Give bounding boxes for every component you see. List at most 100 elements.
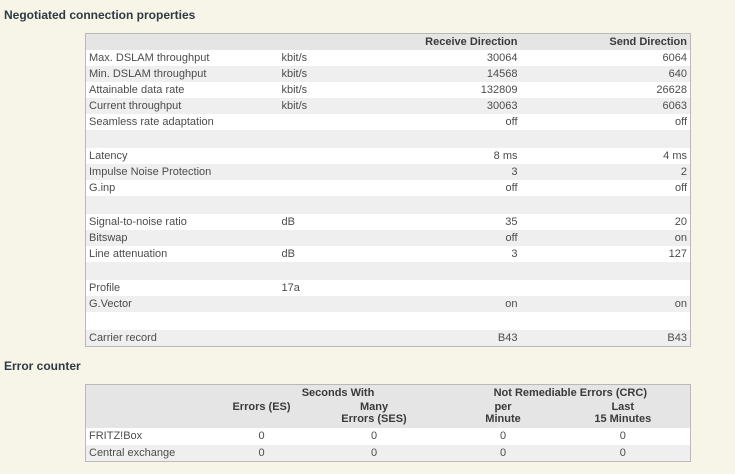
property-unit	[279, 196, 341, 214]
property-name: Carrier record	[89, 332, 157, 344]
value-receive	[341, 312, 521, 330]
error-group-header-row: Seconds With Not Remediable Errors (CRC)	[85, 384, 691, 400]
property-name	[86, 262, 279, 280]
property-unit: kbit/s	[281, 68, 308, 80]
property-unit: kbit/s	[281, 100, 308, 112]
value-send: 20	[674, 216, 687, 228]
property-unit: kbit/s	[281, 52, 308, 64]
property-name: Min. DSLAM throughput	[89, 68, 207, 80]
spacer-row	[85, 262, 691, 280]
negotiated-properties-table: Receive Direction Send Direction Max. DS…	[85, 33, 691, 347]
value-send: 6064	[662, 52, 687, 64]
value-send: B43	[667, 332, 687, 344]
spacer-row	[85, 130, 691, 148]
value-send	[521, 196, 691, 214]
property-row: Carrier record B43 B43	[85, 330, 691, 347]
error-count-value: 0	[619, 430, 626, 442]
spacer-row	[85, 196, 691, 214]
value-receive: 8 ms	[493, 150, 518, 162]
property-name: Max. DSLAM throughput	[89, 52, 210, 64]
property-unit: 17a	[281, 282, 300, 294]
value-receive: B43	[497, 332, 518, 344]
value-receive: 30064	[486, 52, 518, 64]
property-row: Current throughput kbit/s 30063 6063	[85, 98, 691, 114]
value-receive: 14568	[486, 68, 518, 80]
property-unit: dB	[281, 248, 295, 260]
value-send: off	[674, 116, 687, 128]
value-send: off	[674, 182, 687, 194]
property-row: Latency 8 ms 4 ms	[86, 148, 691, 164]
value-send	[521, 280, 691, 296]
property-name: Impulse Noise Protection	[89, 166, 212, 178]
property-row: Line attenuation dB 3 127	[86, 246, 691, 262]
value-receive: 3	[511, 248, 518, 260]
header-unit	[278, 33, 341, 50]
error-count-value: 0	[258, 430, 265, 442]
value-receive	[341, 130, 521, 148]
property-name: Current throughput	[89, 100, 182, 112]
header-empty	[85, 399, 226, 428]
property-row: Max. DSLAM throughput kbit/s 30064 6064	[86, 50, 691, 66]
error-subheader-row: Errors (ES) Many Errors (SES) per Minute…	[85, 399, 691, 428]
property-name: Latency	[89, 150, 128, 162]
error-row-label: Central exchange	[89, 446, 176, 459]
property-row: G.Vector on on	[85, 296, 691, 312]
property-unit: kbit/s	[281, 84, 308, 96]
property-name: Profile	[89, 282, 121, 294]
value-send: 4 ms	[663, 150, 687, 162]
header-property-name	[85, 33, 279, 50]
error-count-value: 0	[619, 446, 626, 459]
value-receive: 35	[505, 216, 518, 228]
property-unit	[279, 312, 341, 330]
value-send	[521, 312, 691, 330]
error-count-value: 0	[258, 446, 265, 459]
property-unit	[279, 296, 341, 312]
value-receive: 30063	[486, 100, 518, 112]
error-count-value: 0	[370, 430, 378, 442]
property-unit	[279, 262, 341, 280]
header-empty	[85, 384, 226, 400]
value-receive	[341, 280, 521, 296]
value-send: 2	[680, 166, 687, 178]
header-receive-direction: Receive Direction	[340, 33, 521, 50]
property-row: Min. DSLAM throughput kbit/s 14568 640	[85, 66, 691, 82]
property-unit	[279, 330, 341, 347]
property-name: Bitswap	[89, 232, 128, 244]
error-counter-table: Seconds With Not Remediable Errors (CRC)…	[85, 384, 692, 462]
property-name: G.Vector	[89, 298, 132, 310]
value-receive: 3	[511, 166, 518, 178]
property-unit	[279, 180, 341, 196]
property-unit: dB	[281, 216, 295, 228]
property-row: G.inp off off	[86, 180, 691, 196]
property-row: Bitswap off on	[85, 230, 691, 246]
value-receive	[341, 196, 521, 214]
property-name: Attainable data rate	[89, 84, 185, 96]
value-send: on	[674, 298, 687, 310]
property-unit	[279, 230, 341, 246]
page: Negotiated connection properties Receive…	[4, 8, 692, 462]
value-receive: 132809	[480, 84, 518, 96]
property-unit	[279, 130, 341, 148]
error-counter-row: FRITZ!Box 0 0 0 0	[86, 428, 691, 445]
property-name	[86, 196, 279, 214]
value-send: on	[674, 232, 687, 244]
error-counter-row: Central exchange 0 0 0 0	[85, 444, 691, 462]
property-row: Attainable data rate kbit/s 132809 26628	[86, 82, 691, 98]
error-count-value: 0	[499, 430, 507, 442]
value-receive: off	[505, 116, 518, 128]
header-group-seconds-with: Seconds With	[225, 384, 451, 400]
property-unit	[279, 114, 341, 130]
value-send: 640	[668, 68, 687, 80]
error-row-label: FRITZ!Box	[89, 430, 143, 442]
section-title-error-counter: Error counter	[4, 359, 81, 373]
header-crc-last-15-minutes: Last 15 Minutes	[555, 399, 691, 428]
header-group-crc: Not Remediable Errors (CRC)	[450, 384, 691, 400]
header-many-errors-ses: Many Errors (SES)	[297, 399, 451, 428]
property-name: G.inp	[89, 182, 116, 194]
value-send: 127	[668, 248, 687, 260]
value-receive: off	[505, 232, 518, 244]
value-send: 6063	[662, 100, 687, 112]
value-receive: off	[505, 182, 518, 194]
property-name: Seamless rate adaptation	[89, 116, 214, 128]
error-count-value: 0	[499, 446, 507, 459]
